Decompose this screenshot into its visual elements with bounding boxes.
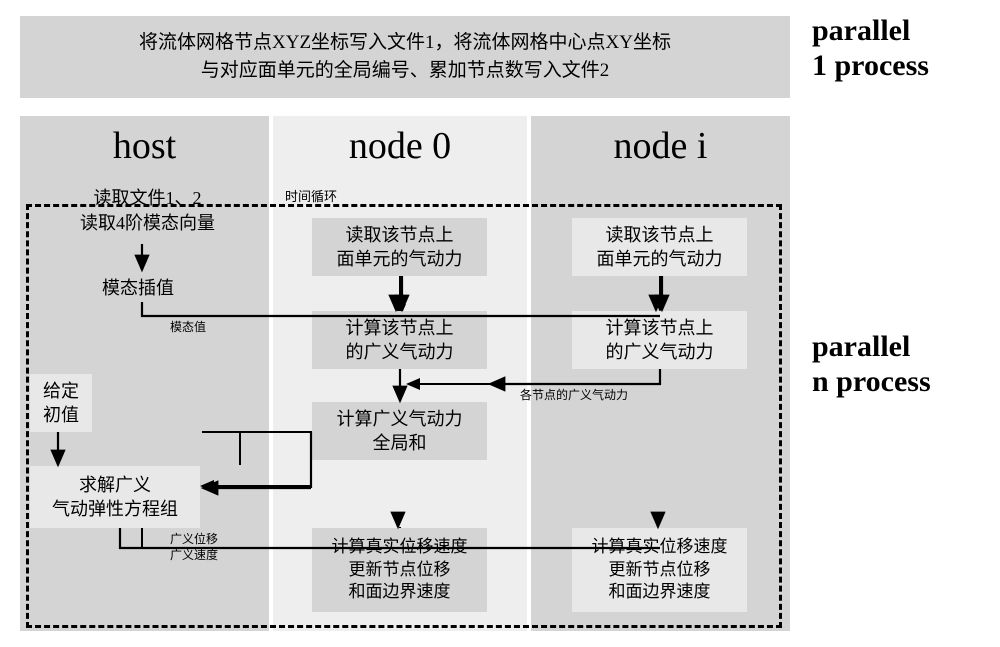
header-host: host xyxy=(20,116,269,168)
host-interp-text: 模态插值 xyxy=(102,274,174,300)
node0-read-box: 读取该节点上面单元的气动力 xyxy=(312,218,487,276)
bottom-area: host node 0 node i xyxy=(20,116,790,631)
top-panel-text: 将流体网格节点XYZ坐标写入文件1，将流体网格中心点XY坐标与对应面单元的全局编… xyxy=(115,21,695,94)
edge-label-gdisp: 广义位移广义速度 xyxy=(170,532,218,563)
header-node0: node 0 xyxy=(273,116,527,168)
host-read-text: 读取文件1、2读取4阶模态向量 xyxy=(55,186,240,236)
time-loop-label: 时间循环 xyxy=(285,186,337,205)
edge-label-modal: 模态值 xyxy=(170,320,206,336)
nodei-update-box: 计算真实位移速度更新节点位移和面边界速度 xyxy=(572,528,747,612)
side-label-bottom: paralleln process xyxy=(812,330,931,399)
side-label-top: parallel1 process xyxy=(812,14,929,83)
header-nodei: node i xyxy=(531,116,790,168)
host-init-box: 给定初值 xyxy=(30,374,92,432)
node0-update-box: 计算真实位移速度更新节点位移和面边界速度 xyxy=(312,528,487,612)
node0-gcalc-box: 计算该节点上的广义气动力 xyxy=(312,311,487,369)
flowchart-diagram: 将流体网格节点XYZ坐标写入文件1，将流体网格中心点XY坐标与对应面单元的全局编… xyxy=(20,16,790,631)
nodei-read-box: 读取该节点上面单元的气动力 xyxy=(572,218,747,276)
top-panel: 将流体网格节点XYZ坐标写入文件1，将流体网格中心点XY坐标与对应面单元的全局编… xyxy=(20,16,790,98)
nodei-gcalc-box: 计算该节点上的广义气动力 xyxy=(572,311,747,369)
node0-gsum-box: 计算广义气动力全局和 xyxy=(312,402,487,460)
host-solve-box: 求解广义气动弹性方程组 xyxy=(30,466,200,528)
edge-label-gforce: 各节点的广义气动力 xyxy=(520,388,628,404)
